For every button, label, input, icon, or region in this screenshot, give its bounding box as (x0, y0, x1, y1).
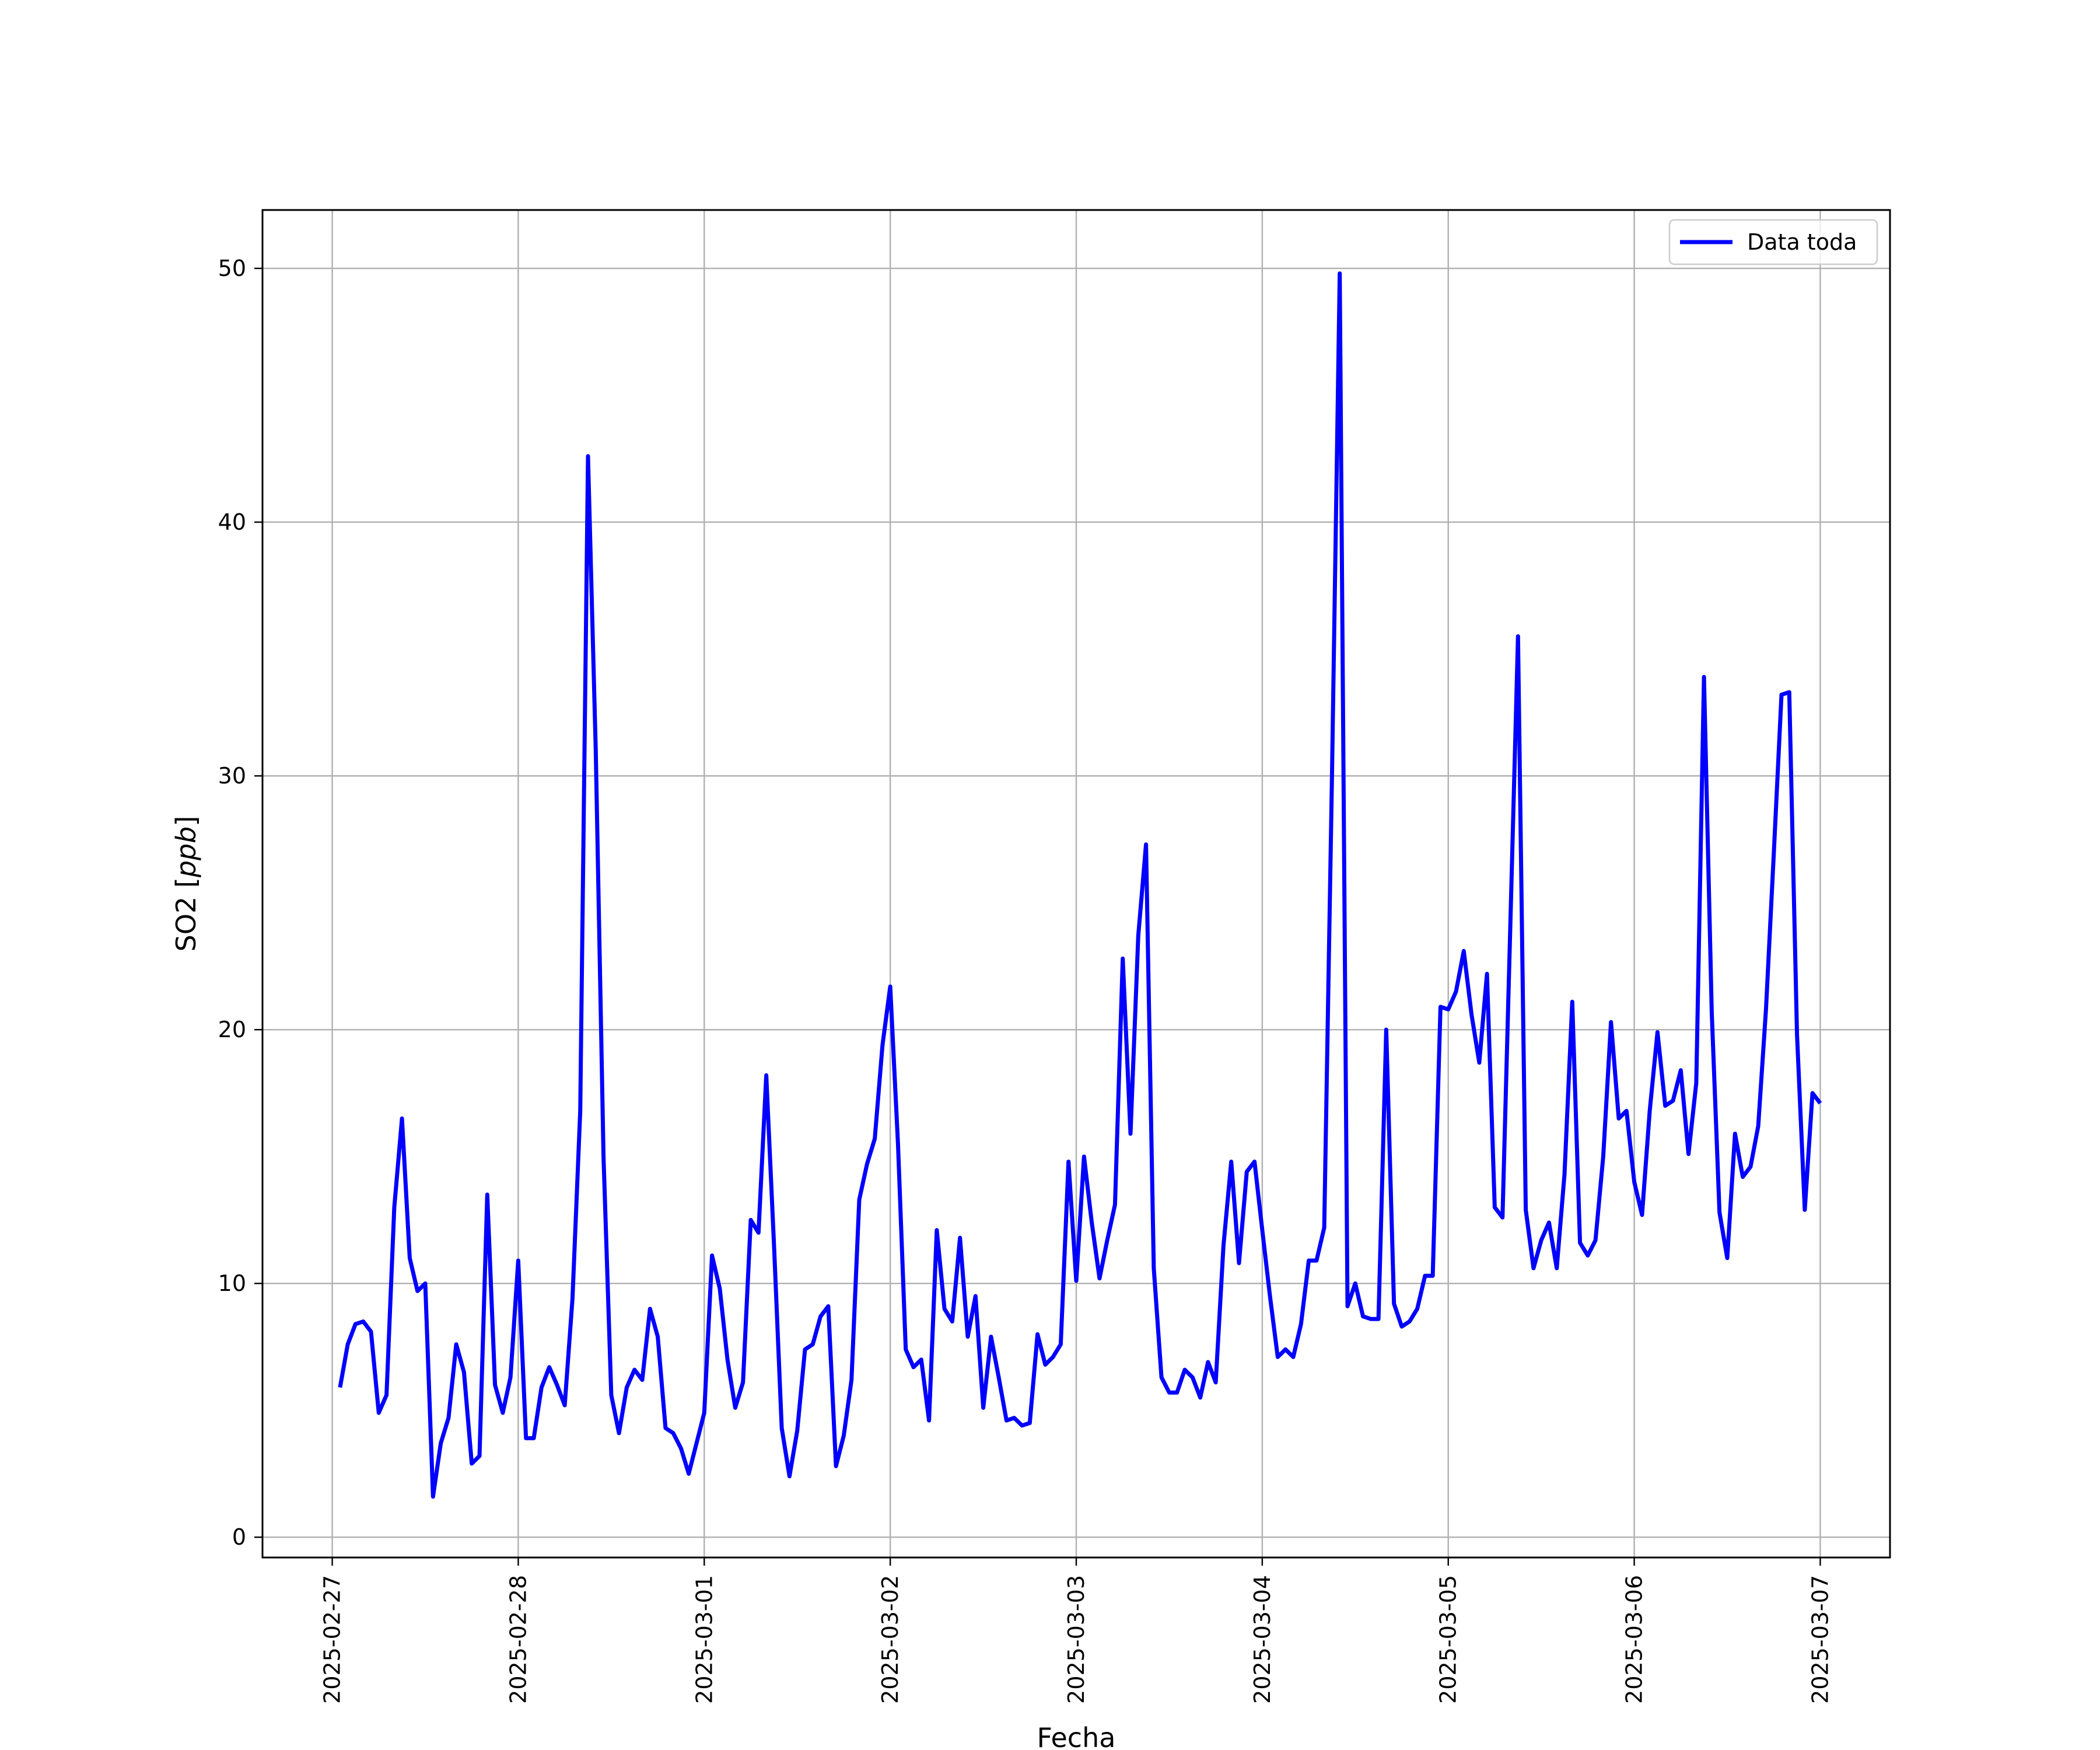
legend-box (1668, 219, 1878, 265)
x-tick-label: 2025-02-28 (505, 1575, 531, 1704)
x-tick-label: 2025-03-05 (1436, 1575, 1461, 1704)
y-tick-label: 10 (218, 1270, 246, 1296)
y-tick-label: 20 (218, 1017, 246, 1042)
series-layer (338, 271, 1822, 1499)
y-axis-label-unit: ppb (170, 827, 202, 878)
x-tick-label: 2025-03-04 (1250, 1575, 1275, 1704)
x-tick-label: 2025-03-02 (877, 1575, 903, 1704)
grid-lines (262, 210, 1890, 1558)
x-tick-label: 2025-03-03 (1063, 1575, 1089, 1704)
x-tick-label: 2025-03-07 (1807, 1575, 1833, 1704)
x-axis: 2025-02-27 2025-02-28 2025-03-01 2025-03-02… (320, 1558, 1833, 1704)
legend-entry-data-toda: Data toda (1747, 229, 1857, 255)
y-tick-label: 40 (218, 509, 246, 535)
legend: Data toda (1668, 219, 1878, 265)
y-axis-label-close: ] (170, 816, 202, 827)
series-line-0 (338, 271, 1822, 1499)
x-axis-label: Fecha (1037, 1722, 1116, 1750)
x-tick-label: 2025-03-01 (691, 1575, 717, 1704)
x-tick-label: 2025-03-06 (1622, 1575, 1647, 1704)
y-axis: 0 10 20 30 40 50 (218, 256, 262, 1550)
x-tick-label: 2025-02-27 (320, 1575, 345, 1704)
y-tick-label: 30 (218, 763, 246, 789)
y-tick-label: 0 (232, 1524, 246, 1550)
y-tick-label: 50 (218, 256, 246, 281)
y-axis-label-text: SO2 [ (170, 877, 202, 951)
y-axis-label: SO2 [ppb] (170, 816, 202, 952)
